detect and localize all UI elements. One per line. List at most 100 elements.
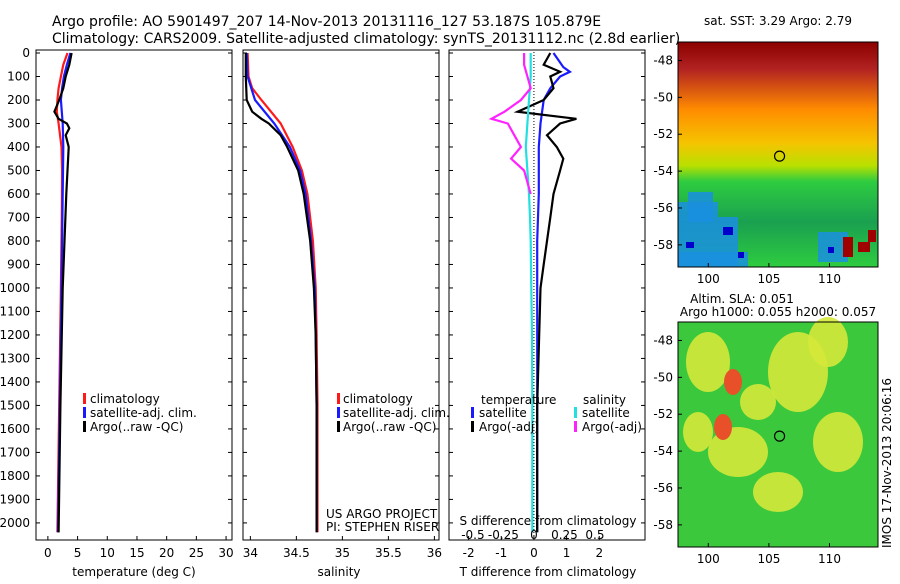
map-y-tick-label: -48 (653, 333, 673, 347)
s-tick-label: 0.25 (551, 528, 578, 542)
warm-spot (868, 230, 876, 242)
s-tick-label: 0.5 (585, 528, 604, 542)
depth-tick-label: 1200 (0, 328, 30, 342)
temperature-panel (35, 49, 233, 541)
series-line (513, 52, 577, 533)
sla-blob (683, 412, 713, 452)
map-x-tick-label: 100 (697, 552, 720, 566)
legend-s-argo: Argo(-adj) (582, 420, 642, 434)
map-x-tick-label: 100 (697, 272, 720, 286)
legend-swatch-s-sat (574, 407, 577, 418)
map-frame (677, 321, 879, 548)
sla-blob (686, 332, 730, 392)
legend-satellite: satellite-adj. clim. (90, 406, 197, 420)
legend-swatch-climatology (337, 393, 340, 404)
depth-tick-label: 600 (7, 187, 30, 201)
sla-map: 100 105 110 -48 -50 -52 -54 -56 -58 (653, 317, 879, 566)
series-line (53, 52, 73, 533)
depth-tick-label: 1600 (0, 422, 30, 436)
sla-blob (740, 384, 776, 420)
map-y-tick-label: -52 (653, 407, 673, 421)
x-tick-label: 15 (129, 546, 144, 560)
depth-tick-label: 700 (7, 210, 30, 224)
legend-swatch-t-sat (471, 407, 474, 418)
map-y-tick-label: -58 (653, 518, 673, 532)
s-tick-label: -0.25 (488, 528, 519, 542)
salinity-legend: climatology satellite-adj. clim. Argo(..… (326, 392, 450, 534)
sst-map-title: sat. SST: 3.29 Argo: 2.79 (704, 14, 852, 28)
depth-tick-label: 900 (7, 257, 30, 271)
x-tick-label: 10 (100, 546, 115, 560)
timestamp-stamp: IMOS 17-Nov-2013 20:06:16 (880, 378, 894, 548)
depth-tick-label: 1000 (0, 281, 30, 295)
depth-tick-label: 1300 (0, 351, 30, 365)
depth-tick-label: 100 (7, 69, 30, 83)
depth-tick-label: 300 (7, 116, 30, 130)
legend-t-title: temperature (481, 393, 556, 407)
title-line-2: Climatology: CARS2009. Satellite-adjuste… (52, 31, 680, 47)
cold-patch (678, 252, 748, 267)
difference-panel (448, 49, 646, 541)
legend-swatch-argo (83, 421, 86, 432)
x-tick-label: 36 (427, 546, 442, 560)
s-tick-label: 0 (530, 528, 538, 542)
argo-position-marker (773, 430, 786, 442)
depth-tick-label: 800 (7, 234, 30, 248)
difference-chart: -2 -1 0 1 2 -0.5 -0.25 0 0.25 0.5 (461, 52, 604, 560)
x-tick-label: 0 (530, 546, 538, 560)
map-y-tick-label: -56 (653, 481, 673, 495)
x-tick-label: 2 (595, 546, 603, 560)
depth-tick-label: 1500 (0, 398, 30, 412)
sla-blob (753, 472, 803, 512)
project-label: US ARGO PROJECT (326, 507, 438, 521)
depth-tick-label: 0 (22, 46, 30, 60)
title-line-1: Argo profile: AO 5901497_207 14-Nov-2013… (52, 14, 601, 30)
series-line (524, 53, 534, 533)
legend-satellite: satellite-adj. clim. (343, 406, 450, 420)
depth-tick-label: 1800 (0, 469, 30, 483)
x-tick-label: 1 (563, 546, 571, 560)
map-y-tick-label: -52 (653, 127, 673, 141)
s-tick-label: -0.5 (461, 528, 484, 542)
legend-swatch-climatology (83, 393, 86, 404)
legend-swatch-satellite (337, 407, 340, 418)
legend-argo: Argo(..raw -QC) (343, 420, 436, 434)
legend-climatology: climatology (90, 392, 160, 406)
depth-tick-label: 1100 (0, 304, 30, 318)
legend-swatch-s-argo (574, 421, 577, 432)
map-y-tick-label: -50 (653, 370, 673, 384)
legend-s-title: salinity (583, 393, 626, 407)
cold-spot (686, 242, 694, 248)
cold-patch (688, 192, 713, 222)
map-x-tick-label: 110 (818, 552, 841, 566)
map-y-tick-label: -48 (653, 53, 673, 67)
legend-t-argo: Argo(-adj) (479, 420, 539, 434)
map-y-tick-label: -56 (653, 201, 673, 215)
legend-s-sat: satellite (582, 406, 630, 420)
warm-spot (858, 242, 870, 252)
map-x-tick-label: 110 (818, 272, 841, 286)
salinity-panel (242, 49, 440, 541)
sla-high (724, 369, 742, 395)
depth-axis: 0 100 200 300 400 500 600 700 800 900 1000 1100 1200… (0, 46, 645, 530)
sst-map: 100 105 110 -48 -50 -52 -54 -56 -58 (653, 41, 879, 286)
cold-spot (738, 252, 744, 258)
pi-label: PI: STEPHEN RISER (326, 520, 439, 534)
map-frame (677, 41, 879, 268)
map-x-tick-label: 105 (757, 272, 780, 286)
series-line (244, 53, 318, 533)
depth-tick-label: 1700 (0, 445, 30, 459)
depth-tick-label: 1400 (0, 375, 30, 389)
x-tick-label: -2 (463, 546, 475, 560)
depth-tick-label: 500 (7, 163, 30, 177)
legend-argo: Argo(..raw -QC) (90, 420, 183, 434)
cold-spot (723, 227, 733, 235)
argo-position-marker (773, 150, 786, 162)
x-tick-label: 35 (335, 546, 350, 560)
legend-swatch-argo (337, 421, 340, 432)
salinity-xlabel: salinity (317, 565, 360, 579)
tdiff-xlabel: T difference from climatology (459, 565, 637, 579)
warm-spot (843, 237, 853, 257)
sla-map-subtitle: Argo h1000: 0.055 h2000: 0.057 (680, 305, 876, 319)
